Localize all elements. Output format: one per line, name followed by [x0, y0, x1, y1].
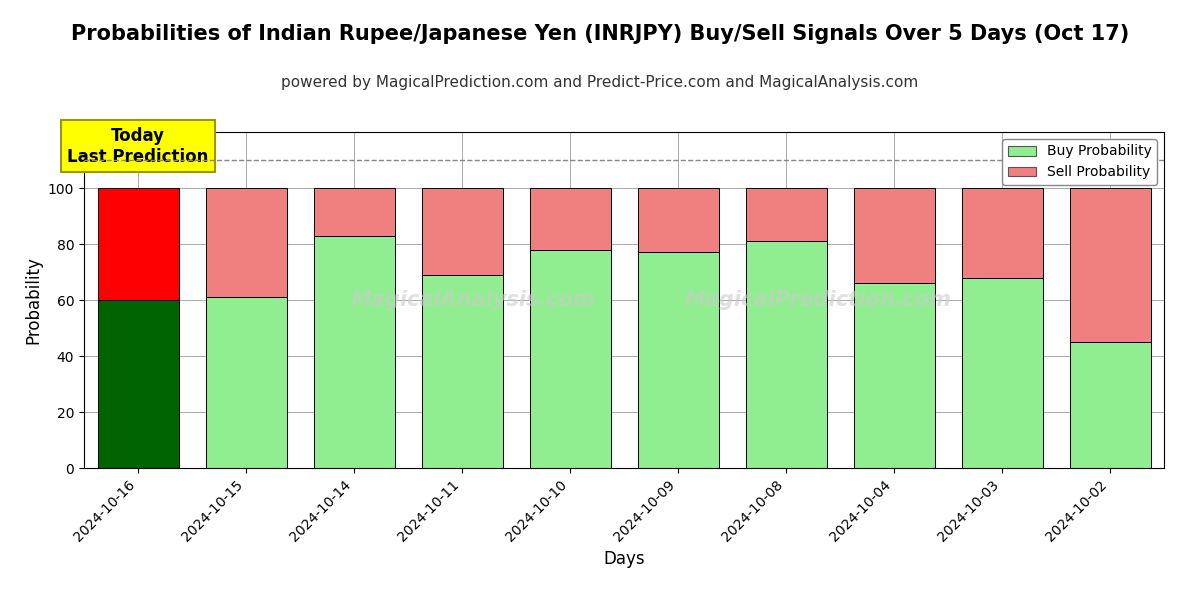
Bar — [313, 236, 395, 468]
Bar — [853, 283, 935, 468]
Bar — [961, 278, 1043, 468]
Bar — [97, 300, 179, 468]
Bar — [637, 253, 719, 468]
Bar — [1069, 188, 1151, 342]
Bar — [421, 188, 503, 275]
Bar — [1069, 342, 1151, 468]
Bar — [853, 188, 935, 283]
Text: powered by MagicalPrediction.com and Predict-Price.com and MagicalAnalysis.com: powered by MagicalPrediction.com and Pre… — [281, 75, 919, 90]
Bar — [421, 275, 503, 468]
X-axis label: Days: Days — [604, 550, 644, 568]
Text: Probabilities of Indian Rupee/Japanese Yen (INRJPY) Buy/Sell Signals Over 5 Days: Probabilities of Indian Rupee/Japanese Y… — [71, 24, 1129, 44]
Bar — [961, 188, 1043, 278]
Legend: Buy Probability, Sell Probability: Buy Probability, Sell Probability — [1002, 139, 1157, 185]
Bar — [205, 297, 287, 468]
Bar — [529, 188, 611, 250]
Bar — [637, 188, 719, 253]
Bar — [205, 188, 287, 297]
Bar — [745, 241, 827, 468]
Y-axis label: Probability: Probability — [24, 256, 42, 344]
Bar — [97, 188, 179, 300]
Text: Today
Last Prediction: Today Last Prediction — [67, 127, 209, 166]
Text: MagicalPrediction.com: MagicalPrediction.com — [685, 290, 952, 310]
Bar — [529, 250, 611, 468]
Bar — [745, 188, 827, 241]
Text: MagicalAnalysis.com: MagicalAnalysis.com — [350, 290, 595, 310]
Bar — [313, 188, 395, 236]
